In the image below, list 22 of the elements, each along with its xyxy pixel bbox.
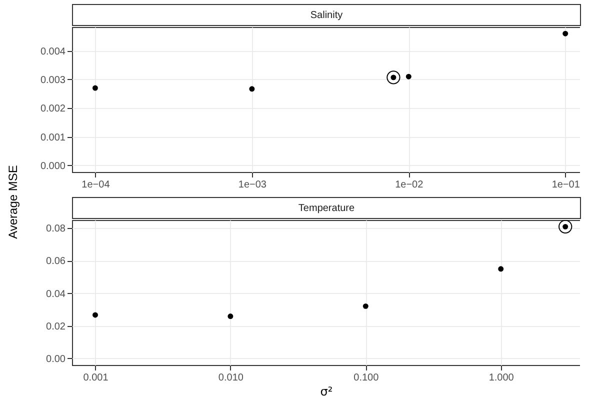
shared-axis-title: Average MSE (6, 164, 20, 241)
chart-title: Salinity (72, 4, 581, 26)
x-tick-label: 1e−01 (552, 180, 580, 190)
x-tick-label: 1e−04 (82, 180, 110, 190)
x-tick-label: 0.100 (354, 372, 380, 384)
y-tick-label: 0.06 (46, 256, 66, 268)
x-tick-label: 0.010 (218, 372, 244, 384)
y-tick-label: 0.002 (40, 104, 66, 115)
x-tick-label: 1e−02 (395, 180, 424, 190)
x-tick-label: 1e−03 (238, 180, 267, 190)
y-tick-label: 0.004 (40, 46, 66, 58)
y-tick-label: 0.00 (46, 354, 66, 365)
x-axis-title: σ² (320, 384, 333, 398)
y-tick-label: 0.003 (40, 74, 66, 86)
y-tick-label: 0.04 (46, 288, 66, 300)
y-tick-label: 0.08 (46, 224, 66, 235)
y-tick-label: 0.02 (46, 321, 66, 332)
y-tick-label: 0.000 (40, 160, 66, 172)
y-tick-label: 0.001 (40, 132, 66, 144)
chart-title: Temperature (72, 197, 581, 219)
x-tick-label: 1.000 (488, 372, 514, 384)
x-tick-label: 0.001 (83, 372, 109, 384)
